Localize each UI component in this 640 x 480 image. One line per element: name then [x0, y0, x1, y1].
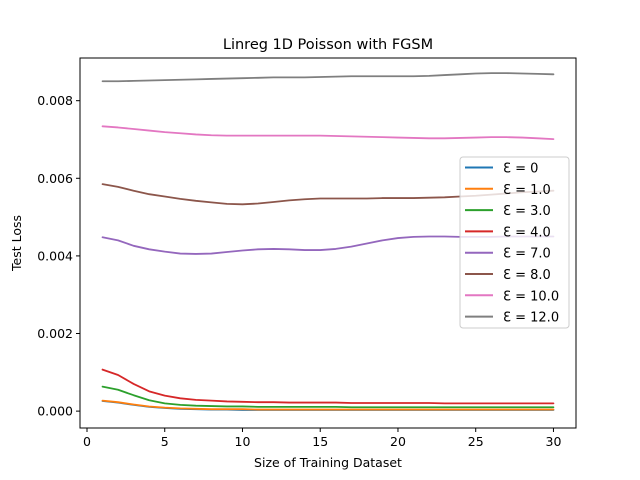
- legend-label: Ɛ = 0: [503, 162, 538, 177]
- x-tick-label: 25: [468, 434, 484, 449]
- legend-label: Ɛ = 4.0: [503, 225, 551, 240]
- y-tick-label: 0.000: [37, 404, 73, 419]
- legend-label: Ɛ = 12.0: [503, 311, 559, 326]
- chart-title: Linreg 1D Poisson with FGSM: [223, 37, 433, 53]
- x-tick-label: 10: [235, 434, 251, 449]
- legend-label: Ɛ = 10.0: [503, 289, 559, 304]
- y-tick-label: 0.002: [37, 326, 73, 341]
- legend: Ɛ = 0 Ɛ = 1.0 Ɛ = 3.0 Ɛ = 4.0 Ɛ = 7.0 Ɛ = 8.0…: [459, 156, 570, 329]
- x-tick-label: 30: [546, 434, 562, 449]
- axes-frame: [79, 57, 577, 429]
- legend-label: Ɛ = 7.0: [503, 247, 551, 262]
- x-axis-label: Size of Training Dataset: [254, 455, 402, 470]
- y-tick-label: 0.008: [37, 93, 73, 108]
- series-line: [101, 399, 555, 411]
- x-tick-label: 20: [390, 434, 406, 449]
- series-line: [101, 385, 555, 409]
- x-axis-ticks: 0 5 10 15 20 25 30: [83, 428, 561, 449]
- series-line: [101, 72, 555, 83]
- x-tick-label: 5: [161, 434, 169, 449]
- series-line: [101, 125, 555, 141]
- plot-area: 0 5 10 15 20 25 30 0.000 0.002 0.004 0.006 0.008: [37, 57, 577, 449]
- x-tick-label: 0: [83, 434, 91, 449]
- legend-label: Ɛ = 1.0: [503, 183, 551, 198]
- x-tick-label: 15: [312, 434, 328, 449]
- y-tick-label: 0.006: [37, 171, 73, 186]
- legend-label: Ɛ = 8.0: [503, 268, 551, 283]
- series-lines: [101, 72, 555, 411]
- y-axis-label: Test Loss: [9, 215, 24, 272]
- y-tick-label: 0.004: [37, 248, 73, 263]
- legend-box: [459, 156, 570, 329]
- legend-label: Ɛ = 3.0: [503, 204, 551, 219]
- series-line: [101, 368, 555, 405]
- y-axis-ticks: 0.000 0.002 0.004 0.006 0.008: [37, 93, 80, 419]
